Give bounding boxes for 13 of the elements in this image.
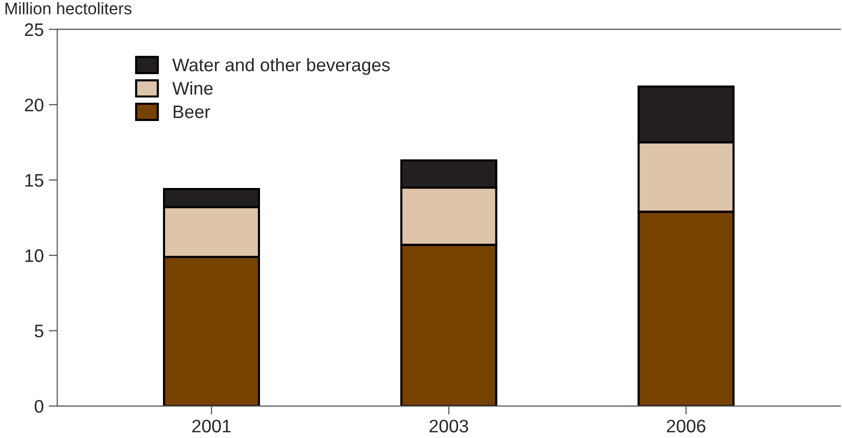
x-tick-label: 2006 <box>666 420 706 432</box>
legend-label: Beer <box>174 106 210 118</box>
y-tick-label: 20 <box>24 98 44 112</box>
x-tick-label: 2001 <box>192 420 231 432</box>
y-tick-label: 25 <box>24 23 44 36</box>
y-tick-label: 0 <box>34 400 44 413</box>
y-tick-label: 5 <box>34 324 44 338</box>
y-axis-title: Million hectoliters <box>6 2 132 14</box>
legend-label: Water and other beverages <box>172 58 390 75</box>
x-tick-label: 2003 <box>430 420 468 432</box>
y-tick-label: 10 <box>25 249 44 262</box>
y-tick-label: 15 <box>25 174 44 187</box>
legend-label: Wine <box>172 82 213 95</box>
